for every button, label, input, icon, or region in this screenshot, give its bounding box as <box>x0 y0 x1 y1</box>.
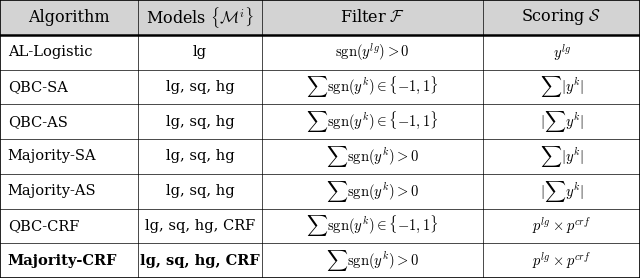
Text: lg, sq, hg: lg, sq, hg <box>166 184 234 198</box>
Text: Models $\{\mathcal{M}^i\}$: Models $\{\mathcal{M}^i\}$ <box>146 5 254 30</box>
Text: lg, sq, hg, CRF: lg, sq, hg, CRF <box>145 219 255 233</box>
Text: QBC-AS: QBC-AS <box>8 115 68 129</box>
Text: $y^{lg}$: $y^{lg}$ <box>552 42 571 63</box>
Text: lg: lg <box>193 45 207 59</box>
Text: Majority-SA: Majority-SA <box>8 149 96 163</box>
Text: QBC-SA: QBC-SA <box>8 80 68 94</box>
Text: Scoring $\mathcal{S}$: Scoring $\mathcal{S}$ <box>522 8 602 27</box>
Text: Algorithm: Algorithm <box>28 9 109 26</box>
Text: $\sum\mathrm{sgn}(y^k) > 0$: $\sum\mathrm{sgn}(y^k) > 0$ <box>326 179 419 203</box>
Text: $\sum|y^k|$: $\sum|y^k|$ <box>540 144 584 169</box>
Text: $\sum\mathrm{sgn}(y^k) \in \{-1,1\}$: $\sum\mathrm{sgn}(y^k) \in \{-1,1\}$ <box>307 109 439 134</box>
Text: $p^{lg} \times p^{crf}$: $p^{lg} \times p^{crf}$ <box>532 215 591 236</box>
Text: $\sum\mathrm{sgn}(y^k) > 0$: $\sum\mathrm{sgn}(y^k) > 0$ <box>326 248 419 273</box>
Bar <box>0 0 640 35</box>
Text: $\sum\mathrm{sgn}(y^k) > 0$: $\sum\mathrm{sgn}(y^k) > 0$ <box>326 144 419 169</box>
Text: $|{\sum y^k}|$: $|{\sum y^k}|$ <box>540 109 584 134</box>
Text: $p^{lg} \times p^{crf}$: $p^{lg} \times p^{crf}$ <box>532 250 591 271</box>
Text: $\sum\mathrm{sgn}(y^k) \in \{-1,1\}$: $\sum\mathrm{sgn}(y^k) \in \{-1,1\}$ <box>307 214 439 238</box>
Text: lg, sq, hg: lg, sq, hg <box>166 115 234 129</box>
Text: Majority-CRF: Majority-CRF <box>8 254 117 268</box>
Text: lg, sq, hg: lg, sq, hg <box>166 80 234 94</box>
Text: lg, sq, hg, CRF: lg, sq, hg, CRF <box>140 254 260 268</box>
Text: $\sum|y^k|$: $\sum|y^k|$ <box>540 75 584 99</box>
Text: Filter $\mathcal{F}$: Filter $\mathcal{F}$ <box>340 9 405 26</box>
Text: Majority-AS: Majority-AS <box>8 184 96 198</box>
Text: $\sum\mathrm{sgn}(y^k) \in \{-1,1\}$: $\sum\mathrm{sgn}(y^k) \in \{-1,1\}$ <box>307 75 439 99</box>
Text: QBC-CRF: QBC-CRF <box>8 219 79 233</box>
Text: AL-Logistic: AL-Logistic <box>8 45 92 59</box>
Text: lg, sq, hg: lg, sq, hg <box>166 149 234 163</box>
Text: $|{\sum y^k}|$: $|{\sum y^k}|$ <box>540 179 584 203</box>
Text: $\mathrm{sgn}(y^{lg}) > 0$: $\mathrm{sgn}(y^{lg}) > 0$ <box>335 41 410 63</box>
